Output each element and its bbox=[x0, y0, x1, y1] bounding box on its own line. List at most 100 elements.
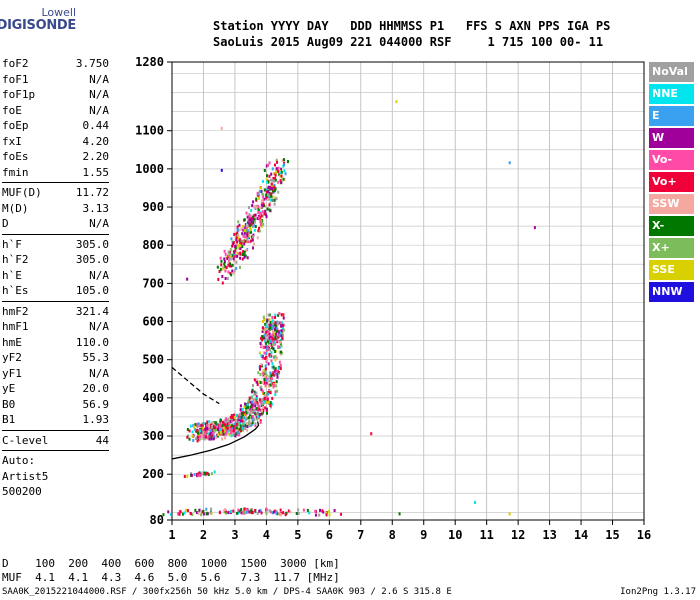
echo-point bbox=[241, 240, 244, 244]
echo-point bbox=[257, 210, 260, 214]
echo-point bbox=[210, 434, 213, 438]
legend-item-ssw: SSW bbox=[649, 194, 694, 214]
echo-point bbox=[274, 324, 277, 328]
echo-point bbox=[279, 321, 282, 325]
echo-point bbox=[268, 174, 271, 178]
echo-point bbox=[280, 180, 283, 184]
echo-point bbox=[246, 236, 249, 240]
echo-point bbox=[262, 195, 265, 199]
echo-point bbox=[191, 513, 194, 517]
echo-point bbox=[272, 355, 275, 359]
x-tick-label-8: 8 bbox=[389, 528, 396, 542]
echo-point bbox=[273, 185, 276, 189]
echo-point bbox=[241, 253, 244, 257]
echo-point bbox=[259, 420, 262, 424]
echo-point bbox=[269, 403, 272, 407]
echo-point bbox=[295, 511, 298, 515]
echo-point bbox=[186, 509, 189, 513]
echo-point bbox=[258, 367, 261, 371]
echo-point bbox=[243, 507, 246, 511]
echo-point bbox=[269, 178, 272, 182]
param-value: 110.0 bbox=[75, 335, 109, 349]
echo-point bbox=[271, 319, 274, 323]
echo-point bbox=[253, 399, 256, 403]
echo-point bbox=[274, 321, 277, 325]
echo-point bbox=[259, 341, 262, 345]
echo-point bbox=[240, 227, 243, 231]
echo-point bbox=[273, 198, 276, 202]
echo-point bbox=[260, 343, 263, 347]
echo-point bbox=[212, 425, 215, 429]
echo-point bbox=[251, 224, 254, 228]
echo-point bbox=[206, 471, 209, 475]
x-tick-label-1: 1 bbox=[168, 528, 175, 542]
echo-point bbox=[224, 276, 227, 280]
echo-point bbox=[276, 335, 279, 339]
param-row-g4-4: yF1 N/A bbox=[2, 366, 109, 382]
echo-point bbox=[261, 374, 264, 378]
echo-point bbox=[264, 406, 267, 410]
echo-point bbox=[260, 409, 263, 413]
echo-point bbox=[201, 422, 204, 426]
echo-point bbox=[230, 432, 233, 436]
echo-point bbox=[268, 327, 271, 331]
echo-point bbox=[196, 424, 199, 428]
echo-point bbox=[249, 228, 252, 232]
echo-point bbox=[270, 405, 273, 409]
echo-point bbox=[264, 213, 267, 217]
echo-point bbox=[262, 401, 265, 405]
echo-point bbox=[265, 400, 268, 404]
echo-point bbox=[281, 327, 284, 331]
echo-point bbox=[253, 213, 256, 217]
echo-point bbox=[210, 472, 213, 476]
echo-point bbox=[257, 371, 260, 375]
echo-point bbox=[227, 417, 230, 421]
echo-point bbox=[261, 336, 264, 340]
echo-point bbox=[183, 474, 186, 478]
echo-point bbox=[240, 416, 243, 420]
echo-point bbox=[322, 510, 325, 514]
echo-point bbox=[261, 329, 264, 333]
echo-point bbox=[275, 327, 278, 331]
plot-area bbox=[172, 62, 644, 520]
echo-point bbox=[260, 336, 263, 340]
echo-point bbox=[225, 266, 228, 270]
echo-point bbox=[231, 253, 234, 257]
plot-frame bbox=[171, 61, 645, 521]
echo-point bbox=[265, 359, 268, 363]
echo-point bbox=[259, 412, 262, 416]
echo-point bbox=[254, 423, 257, 427]
echo-point bbox=[266, 340, 269, 344]
echo-point bbox=[267, 391, 270, 395]
header-line2: SaoLuis 2015 Aug09 221 044000 RSF 1 715 … bbox=[213, 35, 604, 49]
parameter-panel: foF2 3.750 foF1 N/A foF1p N/A foE N/A foEp 0.44 fx… bbox=[2, 56, 109, 500]
echo-point bbox=[206, 432, 209, 436]
echo-point bbox=[236, 415, 239, 419]
echo-point bbox=[249, 416, 252, 420]
echo-point bbox=[249, 221, 252, 225]
echo-point bbox=[252, 398, 255, 402]
y-tick-label-800: 800 bbox=[142, 238, 164, 252]
echo-point bbox=[261, 210, 264, 214]
echo-point bbox=[258, 205, 261, 209]
echo-point bbox=[254, 224, 257, 228]
param-row-g2-2: D N/A bbox=[2, 216, 109, 232]
param-name: yF2 bbox=[2, 351, 22, 364]
echo-point bbox=[275, 511, 278, 515]
echo-point bbox=[318, 513, 321, 517]
echo-point bbox=[268, 323, 271, 327]
echo-point bbox=[225, 417, 228, 421]
echo-point bbox=[202, 509, 205, 513]
echo-point bbox=[261, 402, 264, 406]
param-row-g1-4: foEp 0.44 bbox=[2, 118, 109, 134]
echo-point bbox=[194, 508, 197, 512]
echo-point bbox=[246, 233, 249, 237]
echo-point bbox=[244, 417, 247, 421]
echo-point bbox=[275, 335, 278, 339]
echo-point bbox=[249, 240, 252, 244]
param-row-g3-3: h`Es 105.0 bbox=[2, 283, 109, 299]
echo-point bbox=[242, 228, 245, 232]
echo-point bbox=[226, 422, 229, 426]
echo-point bbox=[281, 330, 284, 334]
echo-point bbox=[269, 321, 272, 325]
